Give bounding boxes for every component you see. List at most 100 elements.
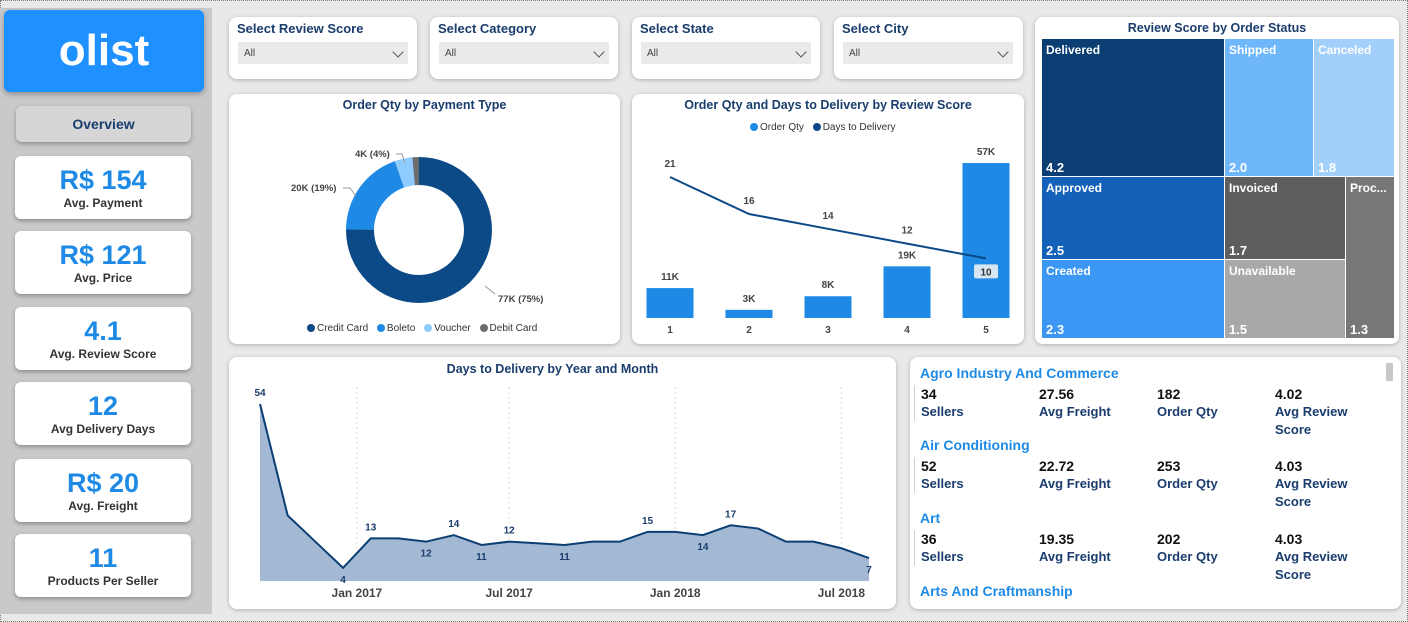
area-data-label: 7 — [866, 565, 872, 576]
scrollbar-thumb[interactable] — [1386, 363, 1393, 381]
treemap-cell-invoiced[interactable]: Invoiced 1.7 — [1225, 177, 1345, 259]
treemap-cell-value: 2.3 — [1046, 322, 1065, 337]
voucher-data-label: 4K (4%) — [355, 149, 390, 160]
slicer-category: Select Category All — [430, 17, 618, 79]
metric-label: Avg Freight — [1039, 404, 1111, 419]
donut-card: Order Qty by Payment Type 4K (4%) 20K (1… — [229, 94, 620, 344]
metric-order-qty: 182 Order Qty — [1157, 385, 1218, 421]
category-metrics: 34 Sellers 27.56 Avg Freight 182 Order Qty … — [914, 385, 1385, 437]
category-card[interactable]: Arts And Craftmanship — [920, 583, 1385, 603]
metric-value: 19.35 — [1039, 531, 1075, 547]
metric-value: 27.56 — [1039, 386, 1075, 402]
overview-button[interactable]: Overview — [16, 106, 191, 142]
kpi-avg-freight: R$ 20 Avg. Freight — [15, 459, 191, 522]
legend-label: Days to Delivery — [822, 122, 896, 133]
review-score-dropdown[interactable]: All — [238, 42, 408, 64]
kpi-avg-delivery-days: 12 Avg Delivery Days — [15, 382, 191, 445]
treemap-cell-label: Unavailable — [1229, 264, 1296, 278]
slicer-city: Select City All — [834, 17, 1023, 79]
area-data-label: 11 — [559, 552, 570, 563]
order-qty-bar[interactable] — [804, 296, 852, 318]
treemap-cell-approved[interactable]: Approved 2.5 — [1042, 177, 1224, 259]
order-qty-bar[interactable] — [883, 266, 931, 318]
bar-data-label: 19K — [898, 250, 917, 261]
treemap-cell-created[interactable]: Created 2.3 — [1042, 260, 1224, 338]
chevron-down-icon — [392, 46, 404, 58]
treemap-title: Review Score by Order Status — [1127, 21, 1307, 35]
metric-value: 4.03 — [1275, 531, 1303, 547]
order-qty-bar[interactable] — [646, 288, 694, 318]
kpi-value: R$ 20 — [66, 468, 140, 498]
legend-dot — [750, 123, 758, 131]
line-data-label: 12 — [901, 226, 913, 237]
treemap-cell-label: Proc... — [1350, 181, 1387, 195]
x-tick-label: 3 — [825, 325, 831, 336]
area-card: Days to Delivery by Year and Month Jan 2… — [229, 357, 896, 609]
city-dropdown[interactable]: All — [843, 42, 1013, 64]
treemap-cell-label: Invoiced — [1229, 181, 1278, 195]
slicer-title: Select State — [640, 21, 714, 36]
line-data-label: 10 — [980, 267, 992, 278]
category-name: Air Conditioning — [920, 437, 1030, 453]
kpi-label: Avg. Payment — [63, 196, 143, 210]
olist-logo: olist — [4, 10, 204, 92]
dropdown-value: All — [849, 48, 861, 59]
donut-slice-debit-card[interactable] — [412, 157, 419, 186]
kpi-value: R$ 121 — [59, 240, 147, 270]
metric-value: 52 — [921, 458, 937, 474]
treemap-cell-shipped[interactable]: Shipped 2.0 — [1225, 39, 1313, 176]
state-dropdown[interactable]: All — [641, 42, 811, 64]
leader-line — [396, 153, 406, 164]
treemap-cell-delivered[interactable]: Delivered 4.2 — [1042, 39, 1224, 176]
legend-item: Debit Card — [479, 323, 537, 334]
days-to-delivery-line[interactable] — [669, 176, 987, 260]
credit-card-data-label: 77K (75%) — [498, 294, 543, 305]
area-line[interactable] — [259, 403, 870, 570]
treemap-cell-processing[interactable]: Proc... 1.3 — [1346, 177, 1394, 338]
x-tick-label: 1 — [667, 325, 673, 336]
legend-dot — [307, 324, 315, 332]
chevron-down-icon — [795, 46, 807, 58]
donut-slice-credit-card[interactable] — [346, 157, 493, 303]
category-dropdown[interactable]: All — [439, 42, 609, 64]
kpi-label: Avg. Price — [73, 271, 133, 285]
treemap-cell-unavailable[interactable]: Unavailable 1.5 — [1225, 260, 1345, 338]
kpi-value: 11 — [88, 543, 118, 573]
category-metrics: 52 Sellers 22.72 Avg Freight 253 Order Qty … — [914, 457, 1385, 509]
metric-value: 253 — [1157, 458, 1181, 474]
x-tick-label: 2 — [746, 325, 752, 336]
metric-label: Sellers — [921, 404, 964, 419]
bar-data-label: 3K — [743, 294, 757, 305]
area-fill[interactable] — [260, 404, 869, 581]
order-qty-bar[interactable] — [962, 163, 1010, 318]
slicer-title: Select City — [842, 21, 909, 36]
leader-line — [343, 187, 357, 197]
category-name: Arts And Craftmanship — [920, 583, 1073, 599]
kpi-value: 4.1 — [84, 316, 122, 346]
chevron-down-icon — [593, 46, 605, 58]
bar-data-label: 11K — [661, 272, 680, 283]
treemap-cell-label: Canceled — [1318, 43, 1372, 57]
treemap-cell-value: 1.7 — [1229, 243, 1248, 258]
treemap-cell-label: Created — [1046, 264, 1091, 278]
metric-value: 34 — [921, 386, 937, 402]
metric-value: 22.72 — [1039, 458, 1075, 474]
kpi-label: Avg. Review Score — [49, 347, 157, 361]
dropdown-value: All — [445, 48, 457, 59]
category-metrics: 36 Sellers 19.35 Avg Freight 202 Order Qty … — [914, 530, 1385, 582]
category-card[interactable]: Agro Industry And Commerce 34 Sellers 27.… — [914, 365, 1385, 437]
order-qty-bar[interactable] — [725, 309, 773, 318]
category-card[interactable]: Art 36 Sellers 19.35 Avg Freight 202 Order … — [914, 510, 1385, 582]
area-data-label: 54 — [254, 388, 266, 399]
kpi-label: Products Per Seller — [47, 574, 159, 588]
kpi-value: 12 — [87, 391, 119, 421]
donut-slice-voucher[interactable] — [394, 157, 415, 188]
line-label-box — [974, 264, 998, 279]
line-data-label: 21 — [664, 159, 676, 170]
treemap-cell-value: 2.5 — [1046, 243, 1065, 258]
area-data-label: 11 — [476, 552, 487, 563]
donut-slice-boleto[interactable] — [346, 161, 405, 230]
x-tick-label: 5 — [983, 325, 989, 336]
category-card[interactable]: Air Conditioning 52 Sellers 22.72 Avg Frei… — [914, 437, 1385, 509]
treemap-cell-canceled[interactable]: Canceled 1.8 — [1314, 39, 1394, 176]
